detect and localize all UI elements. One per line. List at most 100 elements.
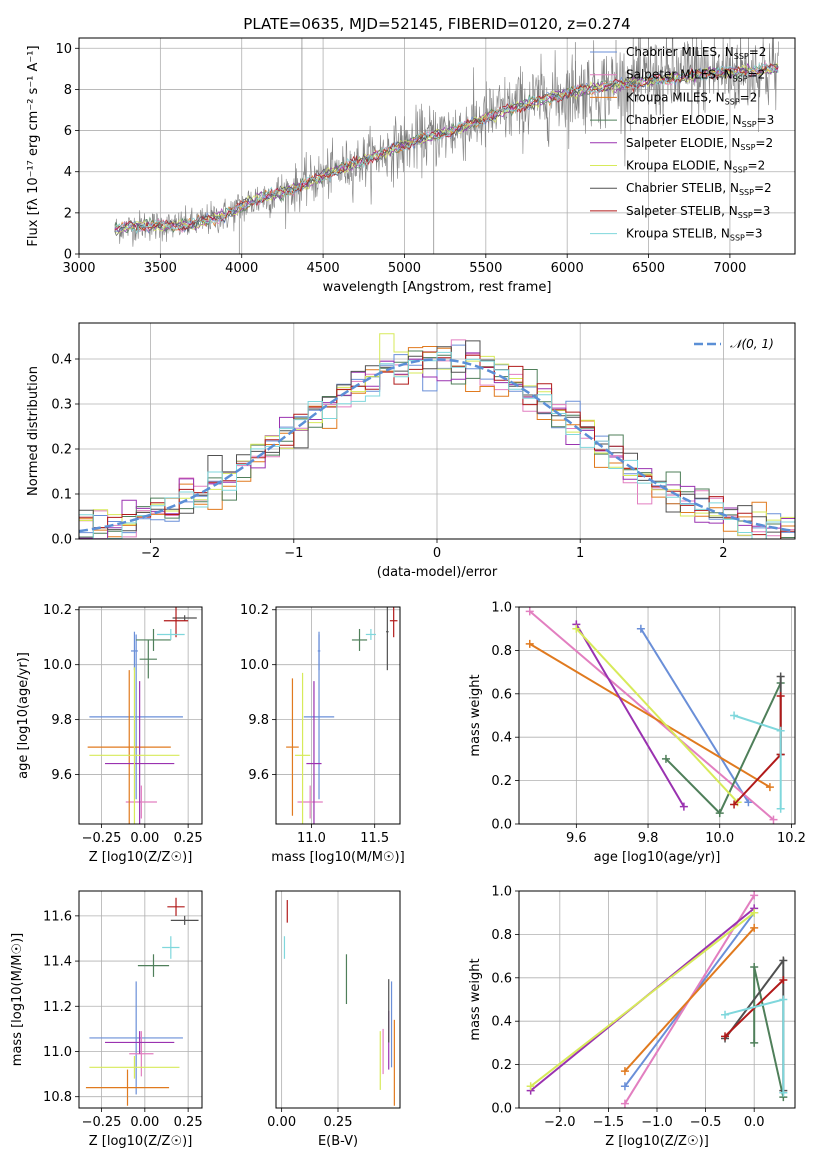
marker-chabrier_stelib [779, 956, 788, 965]
mass_vs_Z-grid [79, 891, 202, 1108]
residuals-panel: −2 −1 0 1 2 0.0 0.1 0.2 0.3 0.4 (data-model)/error… [26, 322, 796, 580]
legend-label: Chabrier MILES, NSSP=2 [626, 45, 766, 61]
age_vs_mass-xlabel: mass [log10(M/M☉)] [271, 850, 404, 865]
y-tick-label: 0.0 [491, 818, 512, 833]
mass_vs_EBV-panel: 0.00 0.25 E(B-V) [267, 890, 401, 1149]
marker-kroupa_miles [765, 783, 774, 792]
y-tick-label: 0.8 [491, 928, 512, 943]
mass_vs_Z-points [85, 897, 199, 1106]
spectrum-model-line-chabrier_stelib [114, 63, 779, 237]
marker-kroupa_stelib [779, 1088, 788, 1097]
line-kroupa_miles [529, 643, 771, 788]
y-tick-label: 11.6 [43, 909, 72, 924]
y-tick-label: 6 [64, 124, 72, 139]
line-salpeter_elodie [575, 623, 685, 808]
y-tick-label: 10.8 [43, 1090, 72, 1105]
marker-kroupa_elodie [572, 624, 581, 633]
spectrum-model-line-salpeter_stelib [114, 63, 779, 232]
y-tick-label: 10.0 [240, 658, 269, 673]
marker-chabrier_miles [636, 624, 645, 633]
x-tick-label: −2 [141, 546, 160, 561]
marker-salpeter_stelib [721, 1032, 730, 1041]
x-tick-label: 5000 [388, 261, 421, 276]
x-tick-label: 3500 [144, 261, 177, 276]
x-tick-label: 7000 [713, 261, 746, 276]
x-tick-label: 9.6 [566, 831, 587, 846]
y-tick-label: 0.1 [51, 488, 72, 503]
mass_weight_vs_Z-panel: −2.0 −1.5 −1.0 −0.5 0.0 0.0 0.2 0.4 0.6 0.8 1.0 Z [… [468, 885, 796, 1149]
x-tick-label: 9.8 [638, 831, 659, 846]
mass_vs_EBV-ticks: 0.00 0.25 [267, 1108, 352, 1130]
x-tick-label: −2.0 [544, 1115, 576, 1130]
legend-label: Chabrier ELODIE, NSSP=3 [626, 113, 774, 129]
age_vs_mass-grid [276, 607, 400, 824]
age_vs_mass-ticks: 11.0 11.5 9.6 9.8 10.0 10.2 [240, 603, 389, 846]
y-tick-label: 9.8 [248, 713, 269, 728]
spectrum-frame [78, 37, 796, 255]
y-tick-label: 11.2 [43, 1000, 72, 1015]
legend-label: Salpeter ELODIE, NSSP=2 [626, 136, 773, 152]
mass_weight_vs_age-frame [518, 606, 796, 825]
mass_vs_EBV-xlabel: E(B-V) [318, 1134, 358, 1149]
spectrum-legend: Chabrier MILES, NSSP=2 Salpeter MILES, NS… [590, 45, 774, 243]
mass_vs_EBV-points [283, 900, 395, 1106]
legend-label-gaussian: 𝒩(0, 1) [730, 337, 774, 351]
line-salpeter_stelib [724, 979, 784, 1038]
marker-salpeter_miles [525, 607, 534, 616]
mass_weight_vs_Z-xlabel: Z [log10(Z/Z☉)] [605, 1134, 709, 1149]
age_vs_Z-points [87, 607, 197, 824]
y-tick-label: 1.0 [491, 885, 512, 900]
marker-kroupa_elodie [750, 908, 759, 917]
marker-chabrier_miles [620, 1082, 629, 1091]
y-tick-label: 0.6 [491, 971, 512, 986]
x-tick-label: 0 [433, 546, 441, 561]
x-tick-label: 0.00 [267, 1115, 296, 1130]
spectrum-ticks: 3000 3500 4000 4500 5000 5500 6000 6500 7000 0 2 4 6… [55, 42, 746, 276]
mass_weight_vs_Z-lines [526, 891, 788, 1108]
mass_weight_vs_age-ylabel: mass weight [468, 674, 483, 756]
y-tick-label: 0.2 [51, 443, 72, 458]
y-tick-label: 0.0 [51, 533, 72, 548]
x-tick-label: 0.0 [744, 1115, 765, 1130]
residuals-frame [78, 322, 796, 540]
y-tick-label: 0.2 [491, 1058, 512, 1073]
spectrum-model-line-kroupa_stelib [114, 63, 779, 235]
y-tick-label: 0.2 [491, 774, 512, 789]
x-tick-label: 0.25 [174, 1115, 203, 1130]
y-tick-label: 2 [64, 206, 72, 221]
marker-kroupa_stelib [779, 995, 788, 1004]
y-tick-label: 10.2 [43, 603, 72, 618]
mass_vs_Z-xlabel: Z [log10(Z/Z☉)] [89, 1134, 193, 1149]
x-tick-label: 4500 [307, 261, 340, 276]
legend-label: Kroupa MILES, NSSP=2 [626, 90, 757, 106]
marker-salpeter_miles [750, 891, 759, 900]
marker-kroupa_miles [525, 639, 534, 648]
y-tick-label: 0.3 [51, 398, 72, 413]
x-tick-label: 0.25 [174, 831, 203, 846]
x-tick-label: 1 [576, 546, 584, 561]
y-tick-label: 1.0 [491, 601, 512, 616]
marker-kroupa_stelib [730, 711, 739, 720]
legend-label: Kroupa ELODIE, NSSP=2 [626, 159, 765, 175]
marker-salpeter_stelib [730, 800, 739, 809]
x-tick-label: 2 [719, 546, 727, 561]
legend-label: Chabrier STELIB, NSSP=2 [626, 181, 772, 197]
spectrum-panel: 3000 3500 4000 4500 5000 5500 6000 6500 7000 0 2 4 6… [26, 37, 796, 295]
y-tick-label: 0.8 [491, 644, 512, 659]
mass_weight_vs_age-ticks: 9.6 9.8 10.0 10.2 0.0 0.2 0.4 0.6 0.8 1.0 [491, 601, 806, 847]
y-tick-label: 10.0 [43, 658, 72, 673]
mass_vs_Z-ticks: −0.25 0.00 0.25 10.8 11.0 11.2 11.4 11.6 [43, 909, 203, 1130]
residuals-ticks: −2 −1 0 1 2 0.0 0.1 0.2 0.3 0.4 [51, 353, 727, 562]
mass_weight_vs_age-lines [525, 607, 785, 824]
age_vs_mass-frame [275, 606, 401, 825]
legend-label: Salpeter MILES, NSSP=2 [626, 68, 765, 84]
marker-kroupa_stelib [721, 1010, 730, 1019]
legend-label: Kroupa STELIB, NSSP=3 [626, 227, 763, 243]
age_vs_Z-xlabel: Z [log10(Z/Z☉)] [89, 850, 193, 865]
spectrum-xlabel: wavelength [Angstrom, rest frame] [323, 280, 552, 295]
age_vs_Z-grid [79, 607, 202, 824]
marker-chabrier_elodie [715, 809, 724, 818]
y-tick-label: 4 [64, 165, 72, 180]
marker-chabrier_elodie [750, 1038, 759, 1047]
